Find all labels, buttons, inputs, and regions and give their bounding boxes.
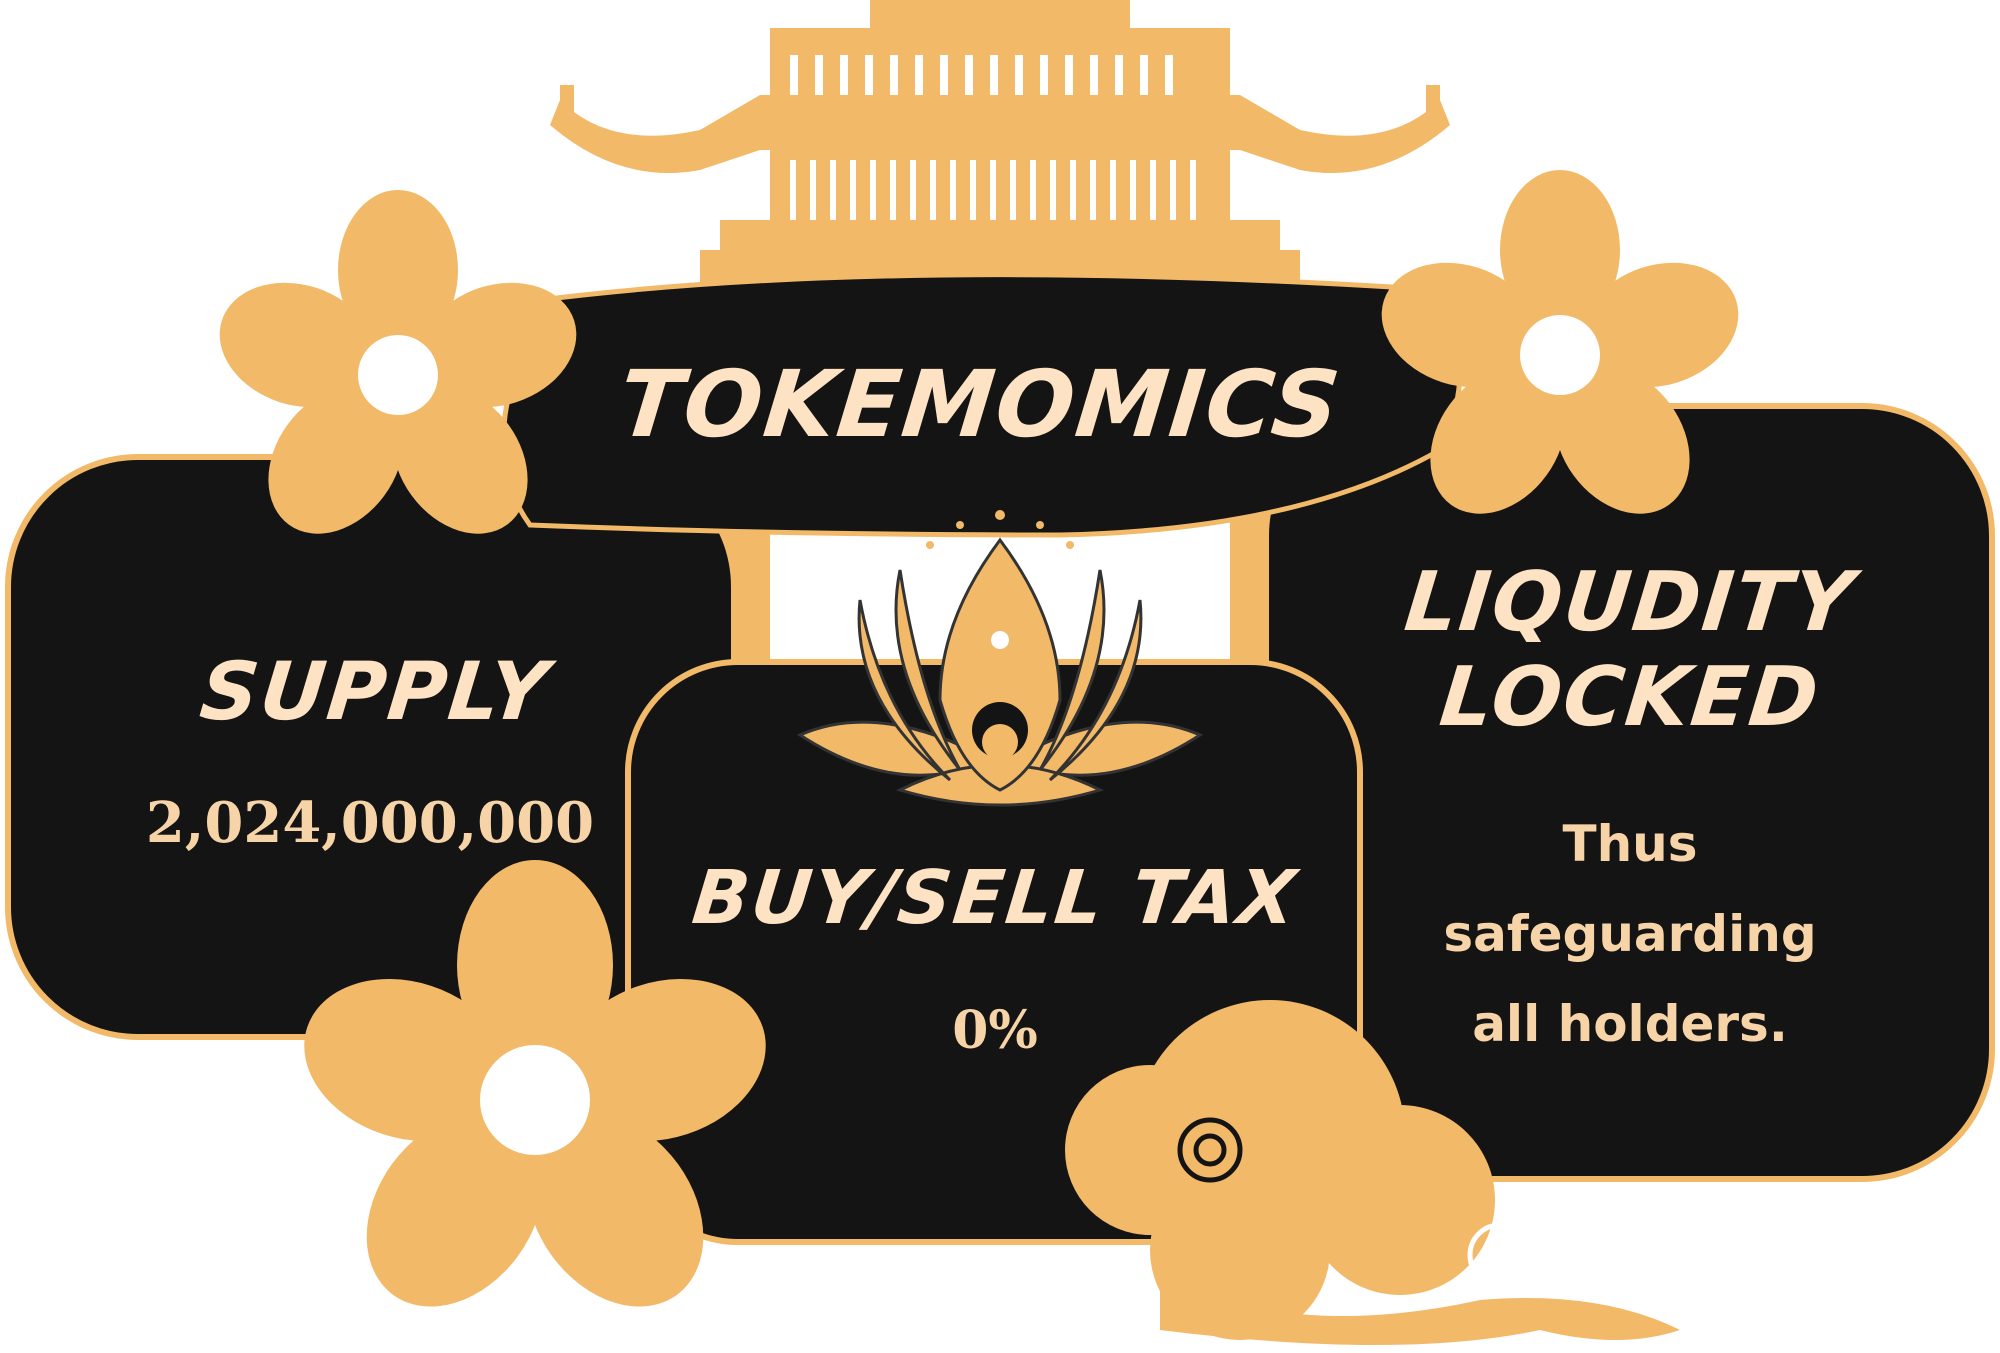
tax-heading: BUY/SELL TAX [688,855,1302,941]
liquidity-text-line2: safeguarding [1443,905,1817,963]
title-banner [500,272,1463,538]
flower-icon [1381,170,1739,514]
liquidity-text-line3: all holders. [1472,995,1788,1053]
cloud-icon [1065,1000,1680,1345]
flower-icon [304,860,766,1307]
page-title: TOKEMOMICS [613,350,1347,458]
flower-icon [219,190,577,534]
tax-value: 0% [952,1000,1038,1061]
lotus-icon [796,510,1204,807]
liquidity-heading-line1: LIQUDITY [1400,555,1860,650]
liquidity-heading-line2: LOCKED [1435,650,1825,745]
supply-value: 2,024,000,000 [145,790,595,856]
liquidity-text-line1: Thus [1562,815,1698,873]
supply-heading: SUPPLY [196,645,555,738]
